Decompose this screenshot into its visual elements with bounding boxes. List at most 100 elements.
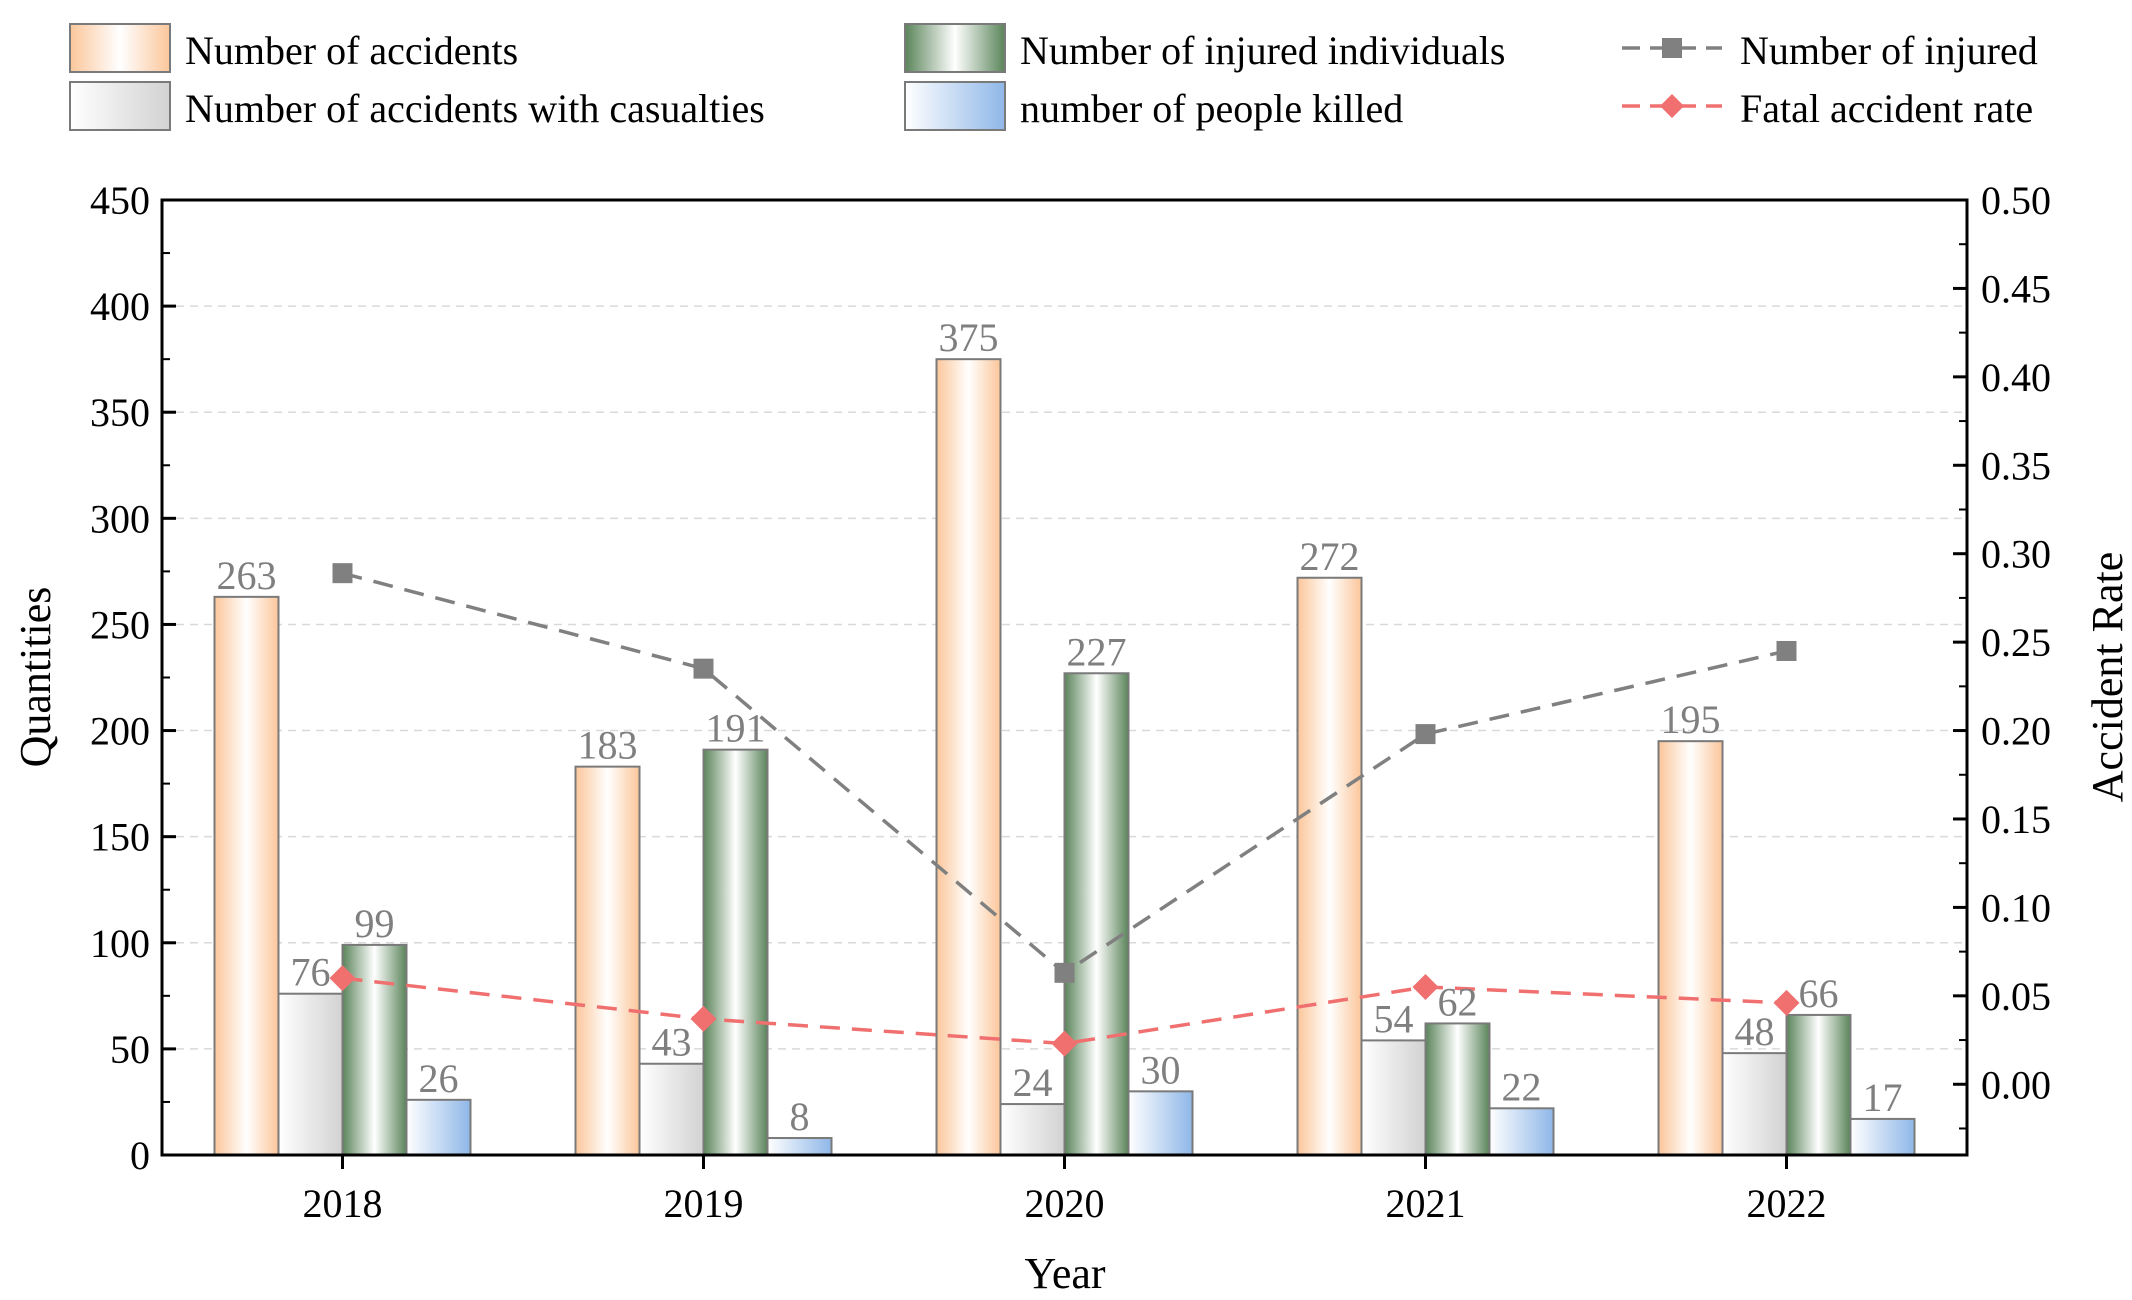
bar [1063, 672, 1130, 1156]
y2-tick-label: 0.40 [1981, 355, 2051, 400]
bar [1296, 576, 1363, 1156]
bar [1488, 1107, 1555, 1157]
bar-value-label: 43 [652, 1020, 692, 1065]
bar-value-label: 263 [217, 553, 277, 598]
y-tick-label: 350 [90, 390, 150, 435]
line-point-diamond [1051, 1030, 1078, 1057]
line-point-square [693, 658, 714, 679]
legend-item-injured-individuals[interactable]: Number of injured individuals [904, 23, 1505, 73]
bar [766, 1137, 833, 1156]
bar [1657, 740, 1724, 1157]
bar [1849, 1117, 1916, 1157]
y-tick-label: 450 [90, 178, 150, 223]
y2-tick-label: 0.30 [1981, 532, 2051, 577]
legend-label-accidents: Number of accidents [185, 28, 518, 73]
y-tick-label: 400 [90, 284, 150, 329]
line-point-diamond [690, 1005, 717, 1032]
legend-swatch-injured-individuals [904, 23, 1006, 73]
y2-axis-title: Accident Rate [2083, 552, 2132, 802]
legend-label-injured-individuals: Number of injured individuals [1020, 28, 1505, 73]
bar-value-label: 183 [578, 723, 638, 768]
legend-label-accidents-with-casualties: Number of accidents with casualties [185, 86, 765, 131]
legend-item-fatal-accident-rate[interactable]: Fatal accident rate [1622, 86, 2033, 131]
y2-tick-label: 0.05 [1981, 974, 2051, 1019]
bar-value-label: 62 [1438, 979, 1478, 1024]
bar-value-label: 22 [1502, 1064, 1542, 1109]
bar [1721, 1052, 1788, 1156]
bar-value-label: 76 [291, 950, 331, 995]
x-tick-label: 2021 [1386, 1181, 1466, 1226]
y2-tick-label: 0.35 [1981, 443, 2051, 488]
line-point-square [332, 563, 353, 584]
bar [213, 595, 280, 1156]
bar-value-label: 17 [1863, 1075, 1903, 1120]
x-tick-label: 2020 [1025, 1181, 1105, 1226]
y-tick-label: 100 [90, 921, 150, 966]
bar [935, 358, 1002, 1156]
lines [329, 563, 1800, 1057]
legend-item-accidents[interactable]: Number of accidents [69, 23, 518, 73]
y2-tick-label: 0.15 [1981, 797, 2051, 842]
bar-value-label: 99 [355, 901, 395, 946]
legend-label-fatal-accident-rate: Fatal accident rate [1740, 86, 2033, 131]
bar-value-label: 48 [1735, 1009, 1775, 1054]
x-axis-title: Year [1024, 1249, 1105, 1298]
x-tick-label: 2019 [664, 1181, 744, 1226]
bar [1785, 1013, 1852, 1157]
line-point-diamond [1412, 973, 1439, 1000]
bar-value-label: 191 [706, 706, 766, 751]
bar-value-label: 8 [790, 1094, 810, 1139]
y-axis-title: Quantities [11, 587, 60, 768]
line-point-square [1776, 640, 1797, 661]
bar-value-label: 375 [939, 315, 999, 360]
legend-swatch-accidents [69, 23, 171, 73]
y2-tick-label: 0.45 [1981, 266, 2051, 311]
bar-value-label: 66 [1799, 971, 1839, 1016]
series-line [342, 976, 1787, 1046]
bar-value-label: 24 [1013, 1060, 1053, 1105]
bar-value-label: 54 [1374, 996, 1414, 1041]
legend: Number of accidents Number of accidents … [69, 23, 2038, 131]
line-point-square [1415, 724, 1436, 745]
bar-value-label: 26 [419, 1056, 459, 1101]
bar-value-label: 195 [1661, 697, 1721, 742]
legend-label-people-killed: number of people killed [1020, 86, 1403, 131]
legend-item-number-of-injured[interactable]: Number of injured [1622, 28, 2038, 73]
bar [574, 765, 641, 1157]
bar [1127, 1090, 1194, 1157]
axes: 0 50 100 150 200 250 300 350 400 450 0.00 0.05 0.10 0… [90, 178, 2051, 1226]
bar-value-label: 30 [1141, 1047, 1181, 1092]
legend-label-number-of-injured: Number of injured [1740, 28, 2038, 73]
y2-tick-label: 0.20 [1981, 709, 2051, 754]
bar [638, 1062, 705, 1156]
x-tick-label: 2022 [1747, 1181, 1827, 1226]
y-tick-label: 50 [110, 1027, 150, 1072]
y-tick-label: 250 [90, 602, 150, 647]
bar [277, 992, 344, 1157]
legend-marker-diamond [1660, 94, 1684, 118]
legend-item-accidents-with-casualties[interactable]: Number of accidents with casualties [69, 81, 765, 131]
legend-swatch-accidents-with-casualties [69, 81, 171, 131]
line-point-diamond [1773, 989, 1800, 1016]
y-tick-label: 300 [90, 496, 150, 541]
y-tick-label: 0 [130, 1133, 150, 1178]
data-labels: 263 183 375 272 195 76 43 24 54 48 99 191 227 62 66 26 8… [217, 315, 1903, 1139]
y2-tick-label: 0.00 [1981, 1062, 2051, 1107]
legend-item-people-killed[interactable]: number of people killed [904, 81, 1403, 131]
y2-tick-label: 0.50 [1981, 178, 2051, 223]
y2-tick-label: 0.25 [1981, 620, 2051, 665]
bar [405, 1098, 472, 1157]
bar [999, 1103, 1066, 1156]
y2-tick-label: 0.10 [1981, 885, 2051, 930]
line-point-square [1054, 962, 1075, 983]
y-tick-label: 150 [90, 815, 150, 860]
legend-marker-square [1662, 38, 1682, 58]
legend-swatch-people-killed [904, 81, 1006, 131]
bar [1424, 1022, 1491, 1157]
bar-value-label: 272 [1300, 534, 1360, 579]
x-tick-label: 2018 [303, 1181, 383, 1226]
bar [702, 748, 769, 1157]
bar-value-label: 227 [1067, 629, 1127, 674]
line-point-diamond [329, 965, 356, 992]
